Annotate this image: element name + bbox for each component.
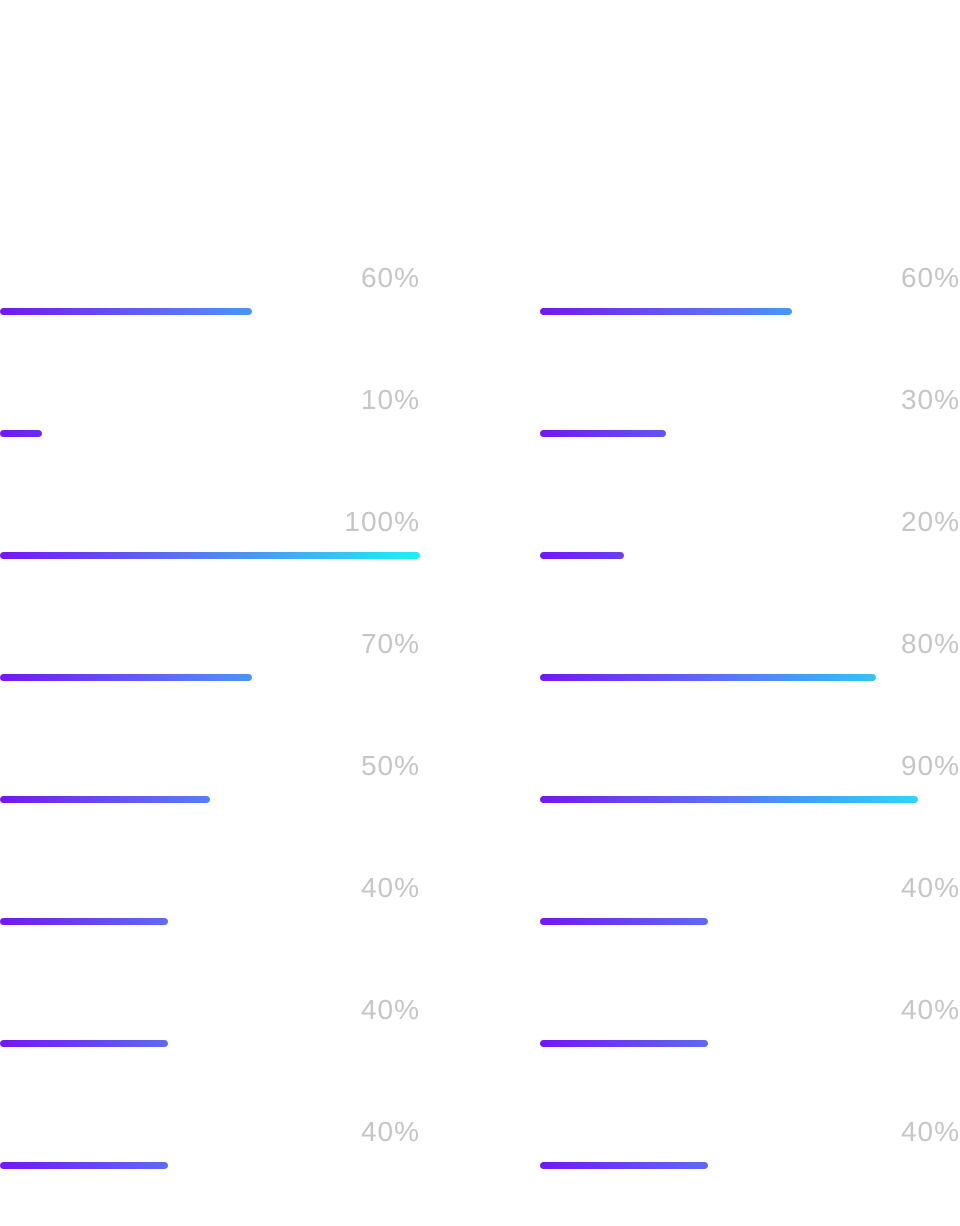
progress-row: 80% (540, 628, 960, 738)
percent-label: 40% (900, 872, 960, 903)
progress-bar (0, 1162, 168, 1169)
progress-bar (540, 1040, 708, 1047)
progress-column-right: 60% 30% 20% 80% 90% 40% 40% (540, 0, 960, 1171)
percent-label: 80% (900, 628, 960, 659)
percent-label: 60% (900, 262, 960, 293)
progress-bar (0, 918, 168, 925)
progress-track (540, 1162, 960, 1169)
progress-row: 90% (540, 750, 960, 860)
progress-track (0, 1040, 420, 1047)
percent-label: 100% (344, 506, 420, 537)
progress-bar (0, 552, 420, 559)
progress-bar (0, 430, 42, 437)
progress-row: 60% (540, 262, 960, 372)
percent-label: 40% (360, 994, 420, 1025)
progress-row: 40% (540, 1116, 960, 1226)
progress-track (0, 1162, 420, 1169)
progress-track (540, 674, 960, 681)
percent-label: 40% (360, 872, 420, 903)
progress-bar (540, 796, 918, 803)
progress-track (0, 918, 420, 925)
percent-label: 60% (360, 262, 420, 293)
progress-bar (0, 1040, 168, 1047)
progress-track (540, 552, 960, 559)
percent-label: 70% (360, 628, 420, 659)
progress-row: 40% (0, 872, 420, 982)
progress-row: 40% (0, 1116, 420, 1226)
progress-track (540, 430, 960, 437)
progress-bar (540, 918, 708, 925)
progress-track (0, 552, 420, 559)
progress-row: 20% (540, 506, 960, 616)
percent-label: 10% (360, 384, 420, 415)
percent-label: 50% (360, 750, 420, 781)
percent-label: 40% (900, 1116, 960, 1147)
progress-track (540, 918, 960, 925)
progress-track (540, 308, 960, 315)
progress-track (0, 674, 420, 681)
progress-row: 100% (0, 506, 420, 616)
progress-bar (540, 1162, 708, 1169)
progress-row: 40% (540, 872, 960, 982)
progress-track (540, 796, 960, 803)
progress-bar (0, 796, 210, 803)
percent-label: 20% (900, 506, 960, 537)
progress-row: 30% (540, 384, 960, 494)
progress-bar (540, 308, 792, 315)
progress-bar (540, 552, 624, 559)
progress-row: 50% (0, 750, 420, 860)
percent-label: 90% (900, 750, 960, 781)
progress-track (0, 796, 420, 803)
progress-track (0, 430, 420, 437)
progress-row: 40% (540, 994, 960, 1104)
progress-track (0, 308, 420, 315)
progress-column-left: 60% 10% 100% 70% 50% 40% 40% (0, 0, 420, 1171)
progress-row: 70% (0, 628, 420, 738)
percent-label: 40% (360, 1116, 420, 1147)
progress-bar (540, 430, 666, 437)
progress-row: 40% (0, 994, 420, 1104)
progress-track (540, 1040, 960, 1047)
percent-label: 40% (900, 994, 960, 1025)
progress-bar (0, 674, 252, 681)
percent-label: 30% (900, 384, 960, 415)
progress-bar (0, 308, 252, 315)
progress-row: 60% (0, 262, 420, 372)
progress-row: 10% (0, 384, 420, 494)
progress-bar (540, 674, 876, 681)
